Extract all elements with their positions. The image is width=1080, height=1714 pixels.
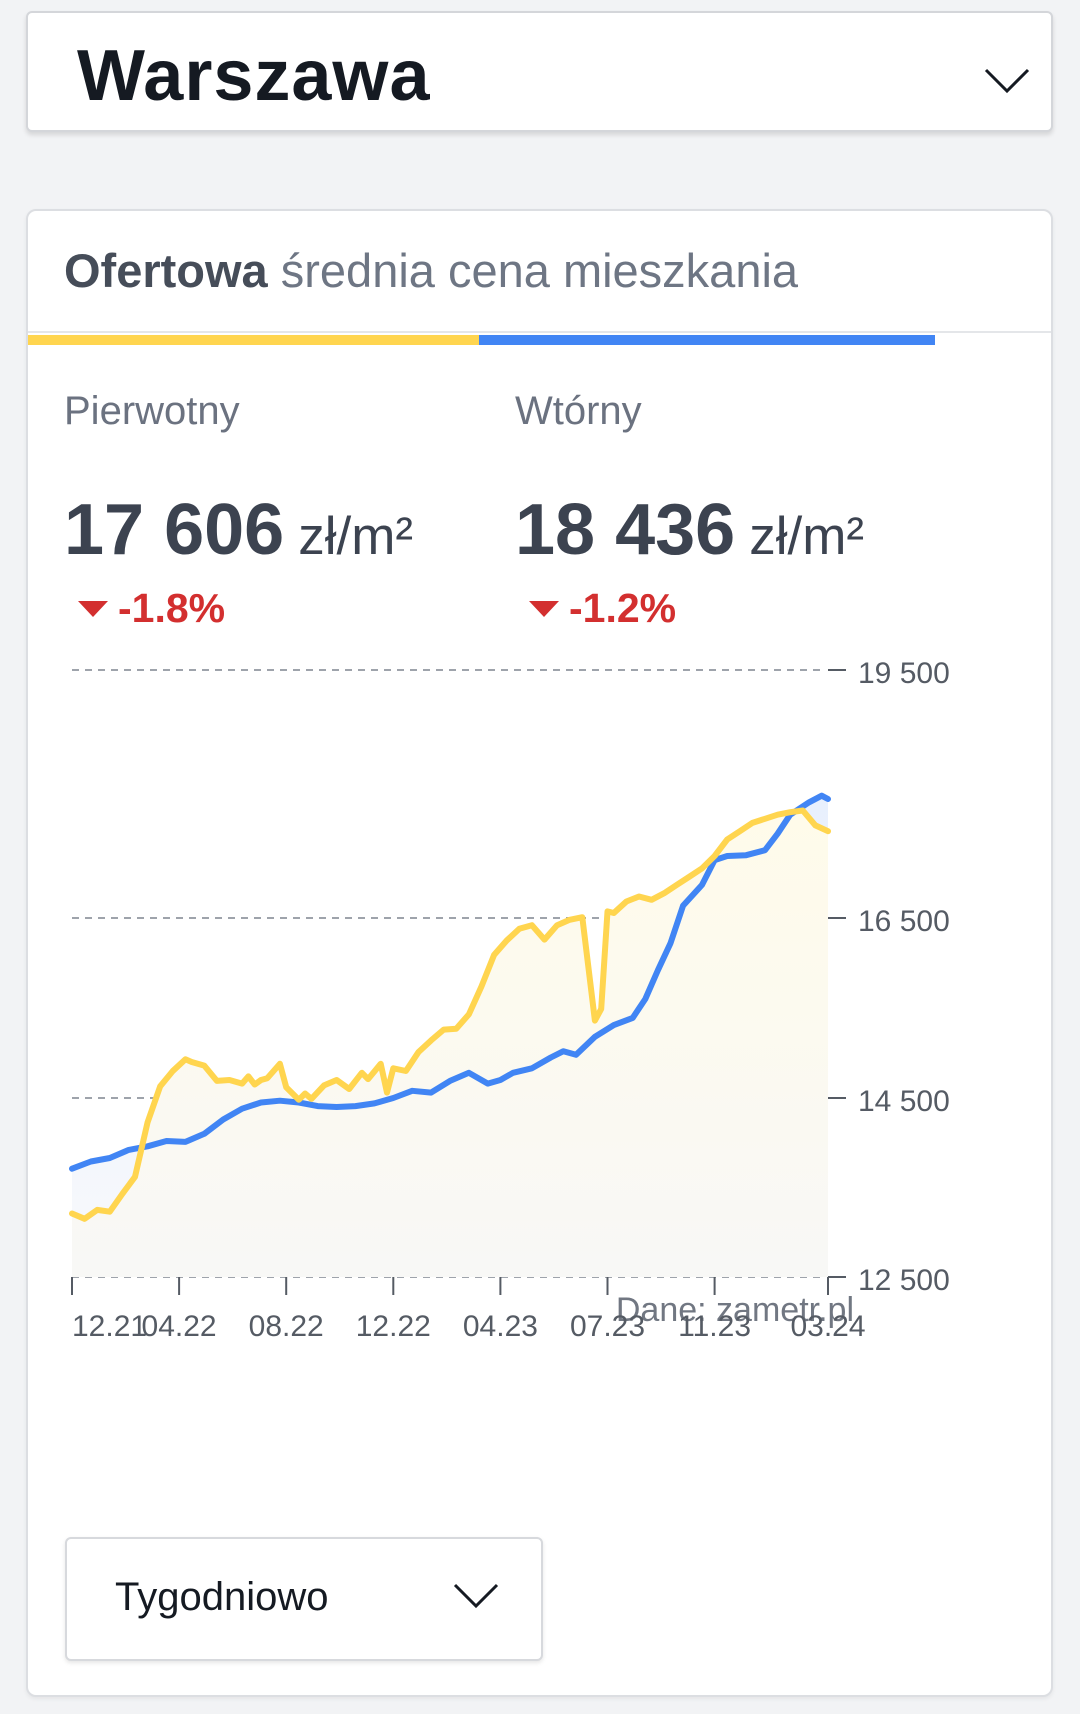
y-tick-label: 12 500 — [858, 1264, 950, 1297]
card-title-bold: Ofertowa — [64, 244, 268, 297]
city-select[interactable]: Warszawa — [26, 11, 1053, 132]
price-card: Ofertowa średnia cena mieszkania Pierwot… — [26, 209, 1053, 1697]
card-title: Ofertowa średnia cena mieszkania — [64, 243, 798, 298]
primary-price-value: 17 606 — [64, 490, 285, 570]
primary-price-change: -1.8% — [118, 585, 226, 631]
x-tick-label: 04.23 — [463, 1310, 538, 1343]
decrease-arrow-icon — [529, 600, 559, 617]
y-tick-label: 19 500 — [858, 657, 950, 690]
secondary-market-summary[interactable]: Wtórny 18 436 zł/m² -1.2% — [515, 389, 864, 631]
secondary-market-label: Wtórny — [515, 389, 642, 433]
chevron-down-icon — [453, 1583, 499, 1609]
secondary-price-unit: zł/m² — [749, 507, 865, 566]
secondary-market-indicator[interactable] — [479, 335, 935, 345]
x-tick-label: 03.24 — [790, 1310, 865, 1343]
primary-market-label: Pierwotny — [64, 389, 240, 433]
secondary-price-value: 18 436 — [515, 490, 736, 570]
period-select[interactable]: Tygodniowo — [65, 1537, 543, 1661]
primary-market-summary[interactable]: Pierwotny 17 606 zł/m² -1.8% — [64, 389, 413, 631]
data-source-note: Dane: zametr.pl — [616, 1291, 854, 1329]
x-tick-label: 11.23 — [678, 1310, 751, 1343]
x-tick-label: 07.23 — [570, 1310, 645, 1343]
x-tick-label: 04.22 — [142, 1310, 217, 1343]
x-tick-label: 12.21 — [72, 1310, 147, 1343]
primary-price-unit: zł/m² — [298, 507, 414, 566]
secondary-series-line — [69, 792, 831, 1172]
card-title-rest: średnia cena mieszkania — [280, 244, 799, 297]
y-tick-label: 16 500 — [858, 905, 950, 938]
y-tick-label: 14 500 — [858, 1085, 950, 1118]
primary-series-line — [69, 807, 831, 1222]
title-divider — [28, 331, 1051, 333]
x-tick-label: 12.22 — [356, 1310, 431, 1343]
decrease-arrow-icon — [78, 600, 108, 617]
chevron-down-icon — [984, 68, 1030, 94]
secondary-price-change: -1.2% — [569, 585, 677, 631]
primary-market-indicator[interactable] — [28, 335, 479, 345]
primary-series-area — [72, 810, 828, 1277]
city-select-value: Warszawa — [77, 36, 431, 116]
x-tick-label: 08.22 — [249, 1310, 324, 1343]
price-chart: Dane: zametr.pl 12 500 14 500 16 500 19 500… — [69, 657, 950, 1343]
period-select-value: Tygodniowo — [115, 1575, 329, 1619]
